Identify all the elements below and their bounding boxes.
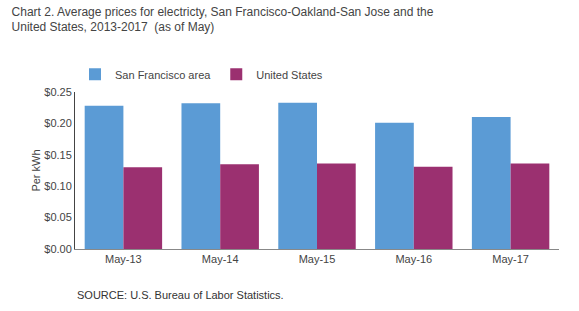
svg-text:San Francisco area: San Francisco area	[115, 69, 211, 81]
svg-text:$0.10: $0.10	[44, 180, 72, 192]
svg-text:United States: United States	[256, 69, 323, 81]
svg-text:Per kWh: Per kWh	[30, 149, 42, 191]
svg-text:$0.20: $0.20	[44, 117, 72, 129]
svg-text:May-16: May-16	[395, 253, 432, 265]
svg-text:$0.05: $0.05	[44, 211, 72, 223]
svg-text:May-17: May-17	[492, 253, 529, 265]
svg-text:May-15: May-15	[299, 253, 336, 265]
svg-text:May-13: May-13	[105, 253, 142, 265]
svg-text:$0.15: $0.15	[44, 149, 72, 161]
svg-text:$0.00: $0.00	[44, 243, 72, 255]
svg-text:Chart 2. Average prices for el: Chart 2. Average prices for electricty, …	[12, 5, 434, 35]
svg-text:May-14: May-14	[202, 253, 239, 265]
svg-text:SOURCE: U.S. Bureau of Labor S: SOURCE: U.S. Bureau of Labor Statistics.	[77, 289, 284, 301]
svg-text:$0.25: $0.25	[44, 86, 72, 98]
